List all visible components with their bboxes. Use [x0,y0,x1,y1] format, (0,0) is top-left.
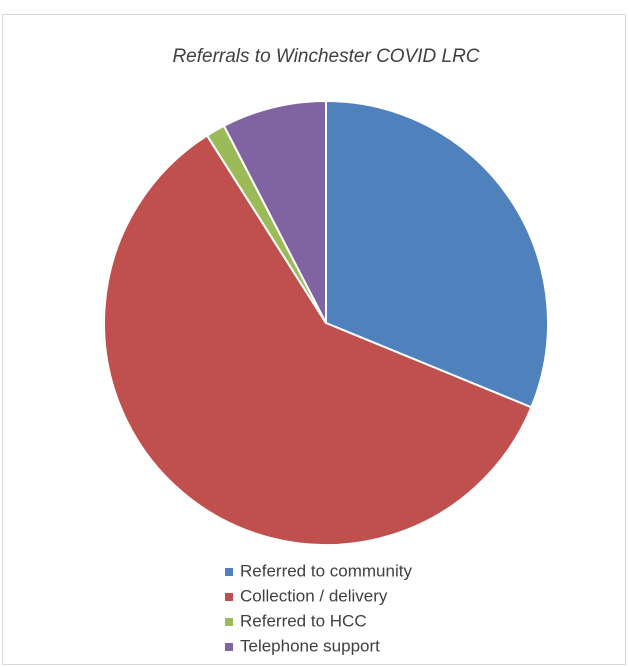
legend-swatch [225,593,233,601]
legend-label: Referred to HCC [240,611,367,630]
chart-title: Referrals to Winchester COVID LRC [172,46,479,67]
legend-label: Collection / delivery [240,586,388,605]
pie-slice [222,99,327,324]
pie-slice [325,99,549,409]
pie-slice [103,134,533,546]
legend-swatch [225,568,233,576]
legend-swatch [225,643,233,651]
legend-swatch [225,618,233,626]
legend-label: Telephone support [240,636,380,655]
legend-label: Referred to community [240,561,412,580]
